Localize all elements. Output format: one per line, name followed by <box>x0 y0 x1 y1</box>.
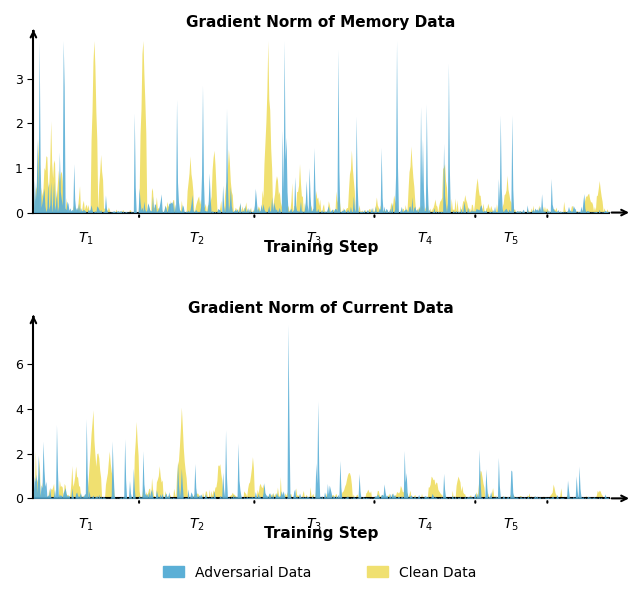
Text: $T_2$: $T_2$ <box>189 230 205 247</box>
Text: $T_5$: $T_5$ <box>504 230 519 247</box>
Legend: Adversarial Data, Clean Data: Adversarial Data, Clean Data <box>158 560 482 585</box>
Text: $T_3$: $T_3$ <box>307 230 323 247</box>
Text: $T_1$: $T_1$ <box>78 516 94 533</box>
Text: $T_2$: $T_2$ <box>189 516 205 533</box>
Text: $T_1$: $T_1$ <box>78 230 94 247</box>
Text: $T_3$: $T_3$ <box>307 516 323 533</box>
X-axis label: Training Step: Training Step <box>264 240 378 255</box>
Text: $T_4$: $T_4$ <box>417 230 433 247</box>
Text: $T_4$: $T_4$ <box>417 516 433 533</box>
X-axis label: Training Step: Training Step <box>264 526 378 541</box>
Title: Gradient Norm of Current Data: Gradient Norm of Current Data <box>188 301 454 316</box>
Text: $T_5$: $T_5$ <box>504 516 519 533</box>
Title: Gradient Norm of Memory Data: Gradient Norm of Memory Data <box>186 15 456 30</box>
